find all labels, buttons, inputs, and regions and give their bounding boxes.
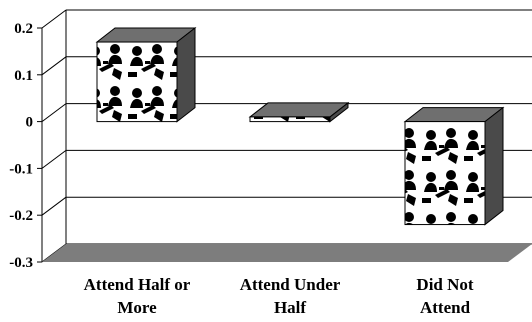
y-tick-label: 0.1 — [14, 68, 33, 84]
gridline-depth — [41, 103, 67, 122]
x-category-label: Did Not — [416, 275, 473, 294]
bar-front-face — [249, 116, 331, 123]
bar-front-face — [96, 41, 178, 123]
gridline-depth — [41, 56, 67, 76]
gridline-depth — [41, 149, 67, 169]
x-category-label: Half — [274, 298, 306, 317]
bars — [95, 27, 505, 226]
x-category-label: Attend — [420, 298, 471, 317]
gridline-depth — [41, 196, 67, 216]
y-tick-label: 0.2 — [14, 21, 33, 37]
bar-0 — [95, 27, 197, 123]
y-tick-label: 0 — [26, 115, 34, 131]
x-category-label: Attend Under — [240, 275, 341, 294]
bar-1 — [248, 101, 350, 123]
y-axis: 0.2 0.1 0 -0.1 -0.2 -0.3 — [9, 10, 67, 271]
gridline-depth — [41, 9, 67, 29]
bar-side-face — [484, 106, 504, 226]
x-category-label: Attend Half or — [84, 275, 191, 294]
x-category-label: More — [117, 298, 157, 317]
bar-2 — [403, 106, 505, 226]
y-tick-label: -0.1 — [9, 161, 33, 177]
chart-floor-plane — [42, 244, 532, 262]
bar-front-face — [404, 121, 486, 226]
bar-side-face — [176, 27, 196, 123]
y-tick-label: -0.3 — [9, 255, 33, 271]
y-tick-label: -0.2 — [9, 208, 33, 224]
labels: Attend Half or More Attend Under Half Did No… — [84, 275, 474, 317]
chart-floor — [42, 244, 532, 262]
